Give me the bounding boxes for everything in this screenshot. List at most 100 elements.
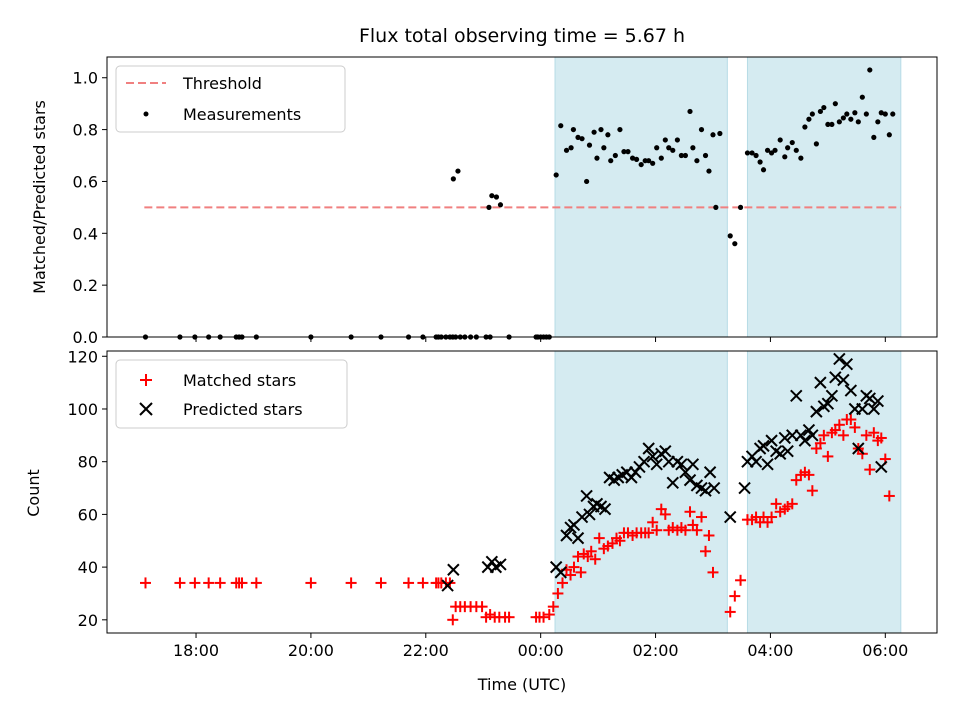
bottom-y-axis-label: Count — [24, 469, 43, 517]
predicted-star-point — [441, 579, 454, 592]
measurement-point — [785, 145, 791, 151]
legend-predicted-label: Predicted stars — [183, 400, 303, 419]
measurement-point — [594, 155, 600, 161]
bottom-y-tick-label: 20 — [78, 611, 98, 630]
measurement-point — [633, 156, 640, 163]
predicted-star-point — [650, 458, 663, 471]
matched-star-point — [691, 524, 703, 536]
predicted-star-point — [659, 444, 672, 458]
measurement-point — [570, 126, 577, 133]
bottom-panel: 18:00 20:00 22:00 00:00 02:00 04:00 06:00 20 40 6… — [24, 347, 938, 694]
top-y-tick-label: 0.4 — [73, 224, 98, 243]
measurement-point — [563, 147, 570, 153]
measurement-point — [789, 139, 795, 146]
measurement-point — [586, 142, 593, 148]
measurement-point — [584, 178, 590, 185]
measurement-point — [878, 110, 884, 116]
matched-star-point — [538, 611, 550, 623]
measurement-point — [629, 155, 636, 161]
predicted-star-point — [642, 442, 655, 455]
measurement-point — [638, 161, 644, 168]
measurement-point — [782, 154, 788, 160]
predicted-star-point — [778, 431, 791, 445]
measurement-point — [678, 152, 684, 159]
matched-star-point — [593, 532, 605, 544]
x-tick-label: 02:00 — [632, 641, 678, 660]
measurement-point — [817, 108, 823, 115]
measurement-point — [654, 145, 660, 151]
matched-star-point — [585, 545, 597, 557]
measurement-point — [625, 149, 631, 155]
measurement-point — [802, 124, 808, 130]
measurement-point — [558, 123, 564, 129]
matched-star-point — [814, 437, 826, 449]
matched-star-point — [849, 421, 861, 433]
bottom-y-tick-label: 100 — [67, 400, 98, 419]
predicted-star-point — [575, 510, 589, 524]
predicted-star-point — [765, 434, 778, 447]
predicted-star-point — [580, 489, 593, 503]
measurement-point — [553, 172, 559, 178]
predicted-star-point — [686, 458, 700, 471]
measurement-point — [859, 94, 865, 100]
predicted-star-point — [666, 476, 679, 489]
matched-star-point — [575, 566, 587, 578]
measurement-point — [601, 145, 607, 151]
top-observing-interval-1 — [554, 56, 728, 338]
matched-star-point — [684, 506, 696, 518]
matched-star-point — [614, 535, 626, 547]
top-y-tick-label: 0.0 — [73, 328, 98, 347]
measurement-point — [836, 119, 842, 125]
measurement-point — [706, 168, 712, 174]
measurement-point — [882, 111, 888, 117]
matched-star-point — [707, 566, 719, 578]
bottom-legend: Matched stars Predicted stars — [115, 359, 348, 429]
matched-star-point — [864, 464, 876, 476]
matched-star-point — [845, 414, 857, 426]
measurement-point — [658, 155, 664, 161]
measurement-point — [867, 67, 873, 73]
measurement-point — [732, 241, 738, 247]
measurement-point — [598, 126, 604, 133]
measurement-point — [486, 204, 492, 210]
measurement-point — [749, 150, 755, 156]
predicted-star-point — [447, 563, 460, 576]
measurement-point — [690, 145, 696, 151]
matched-star-point — [803, 469, 815, 481]
predicted-star-point — [829, 371, 842, 384]
measurement-point — [855, 119, 861, 125]
measurement-point — [840, 115, 846, 121]
predicted-star-point — [825, 389, 839, 403]
predicted-star-point — [810, 405, 823, 418]
measurement-point — [617, 126, 623, 133]
matched-star-point — [568, 561, 580, 573]
measurement-point — [753, 152, 759, 159]
measurement-point — [871, 134, 877, 140]
predicted-star-point — [790, 389, 803, 403]
matched-star-point — [417, 577, 429, 589]
matched-star-point — [724, 606, 736, 618]
measurement-point — [852, 110, 858, 116]
predicted-star-point — [560, 529, 573, 542]
measurement-point — [848, 116, 854, 122]
predicted-star-point — [844, 384, 858, 397]
measurement-point — [821, 104, 827, 111]
matched-star-point — [837, 429, 849, 441]
measurement-point — [875, 119, 881, 125]
bottom-axis-ticks: 18:00 20:00 22:00 00:00 02:00 04:00 06:00 20 40 6… — [67, 347, 908, 660]
measurement-point — [666, 145, 672, 151]
predicted-star-point — [781, 444, 794, 458]
matched-star-point — [868, 427, 880, 439]
bottom-axes-frame — [106, 350, 938, 634]
measurement-point — [793, 147, 799, 153]
top-y-tick-label: 0.2 — [73, 276, 98, 295]
measurement-point — [863, 111, 869, 117]
measurement-point — [844, 111, 850, 117]
measurement-point — [713, 204, 719, 210]
x-tick-label: 20:00 — [288, 641, 334, 660]
top-observing-interval-2 — [746, 56, 902, 338]
measurement-point — [621, 149, 627, 155]
matched-star-point — [556, 577, 568, 589]
predicted-star-point — [837, 373, 850, 387]
top-plot-marks — [142, 67, 901, 340]
